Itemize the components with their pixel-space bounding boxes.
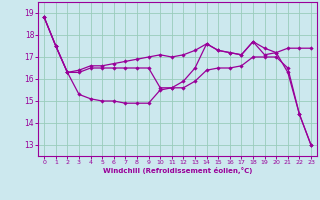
X-axis label: Windchill (Refroidissement éolien,°C): Windchill (Refroidissement éolien,°C) (103, 167, 252, 174)
